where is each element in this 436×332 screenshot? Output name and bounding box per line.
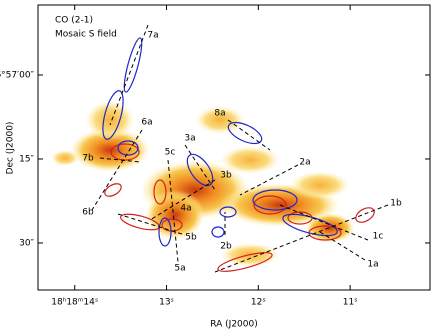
source-label: 8a [214, 109, 225, 119]
map-title: CO (2-1) [55, 16, 93, 26]
source-label: 7a [147, 31, 158, 41]
source-label: 5a [174, 264, 185, 274]
source-label: 2b [220, 242, 232, 252]
source-label: 7b [82, 154, 94, 164]
x-axis-label: RA (J2000) [210, 320, 258, 330]
x-tick-label: 12ˢ [251, 298, 266, 308]
y-tick-label: 30″ [19, 238, 34, 248]
source-label: 6b [82, 208, 94, 218]
source-label: 5c [165, 148, 176, 158]
source-label: 3b [220, 171, 232, 181]
outflow-axes [91, 24, 389, 273]
source-label: 4a [180, 204, 191, 214]
emission-map [51, 100, 355, 267]
source-label: 3a [184, 134, 195, 144]
source-label: 2a [299, 158, 310, 168]
source-label: 1b [390, 199, 402, 209]
map-subtitle: Mosaic S field [55, 30, 117, 40]
blue-contours [102, 37, 338, 247]
red-contours [104, 143, 375, 272]
source-label: 1a [367, 260, 378, 270]
x-tick-label: 13ˢ [159, 298, 174, 308]
y-axis-label: Dec (J2000) [6, 122, 16, 175]
source-label: 5b [185, 233, 197, 243]
y-tick-label: 15″ [19, 154, 34, 164]
source-label: 6a [141, 118, 152, 128]
x-tick-label: 11ˢ [343, 298, 358, 308]
x-tick-label: 18ʰ18ᵐ14ˢ [51, 298, 98, 308]
y-tick-label: -16°57′00″ [0, 70, 35, 80]
source-label: 1c [373, 232, 384, 242]
